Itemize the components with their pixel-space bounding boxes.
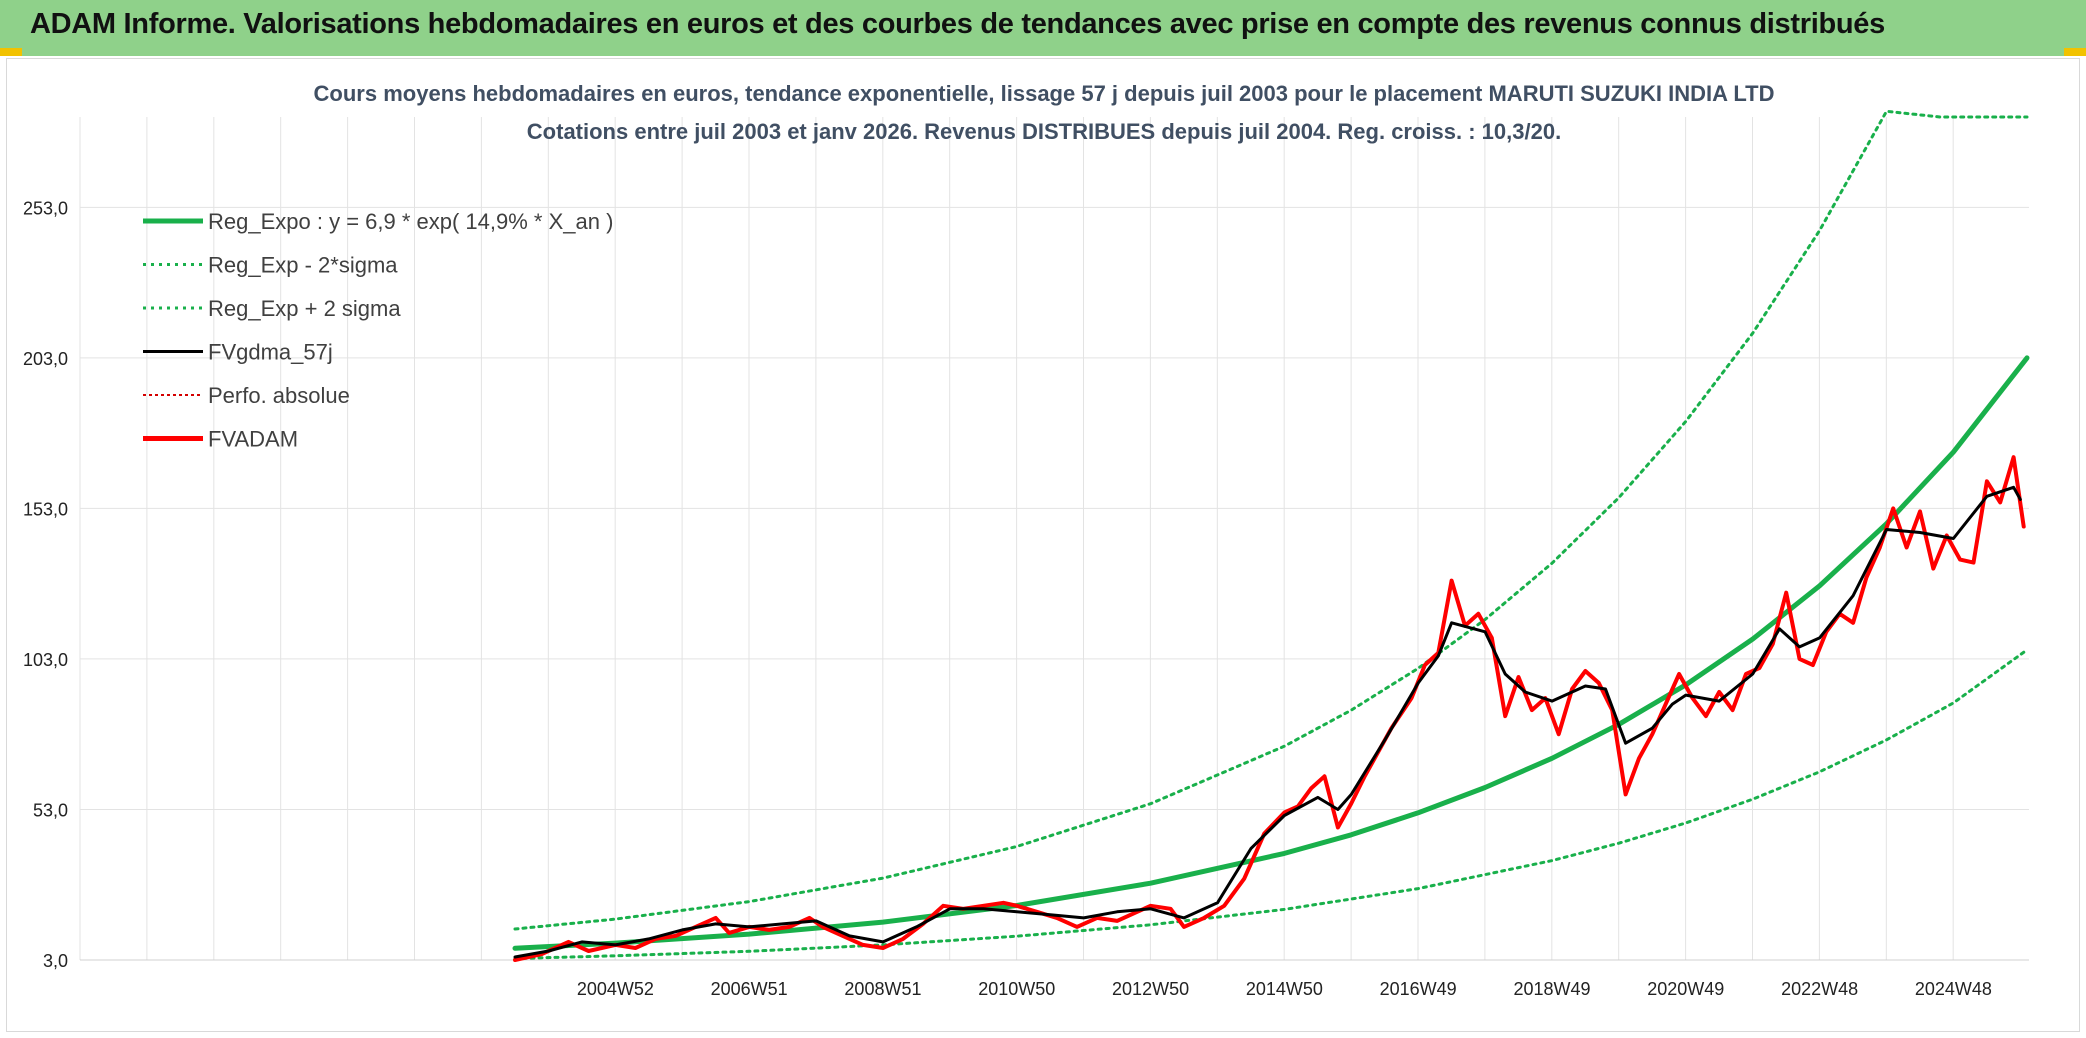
series-line-0 bbox=[512, 355, 2030, 951]
y-tick-label: 103,0 bbox=[23, 650, 68, 670]
chart-area: 3,0 53,0 103,0 153,0 203,0 253,0 2004W52 2006W5… bbox=[6, 58, 2080, 1032]
legend-label: FVADAM bbox=[208, 427, 298, 452]
legend-label: Reg_Exp + 2 sigma bbox=[208, 296, 401, 321]
x-tick-label: 2014W50 bbox=[1246, 979, 1323, 999]
x-tick-label: 2024W48 bbox=[1915, 979, 1992, 999]
legend-layer: Reg_Expo : y = 6,9 * exp( 14,9% * X_an )… bbox=[143, 209, 613, 452]
y-tick-label: 153,0 bbox=[23, 499, 68, 519]
legend-label: Reg_Exp - 2*sigma bbox=[208, 253, 398, 278]
report-banner: ADAM Informe. Valorisations hebdomadaire… bbox=[0, 0, 2086, 56]
x-tick-label: 2012W50 bbox=[1112, 979, 1189, 999]
x-tick-label: 2010W50 bbox=[978, 979, 1055, 999]
series-layer bbox=[512, 109, 2030, 962]
chart-svg: 3,0 53,0 103,0 153,0 203,0 253,0 2004W52 2006W5… bbox=[23, 81, 2030, 999]
x-tick-label: 2006W51 bbox=[711, 979, 788, 999]
y-tick-label: 3,0 bbox=[43, 951, 68, 971]
x-tick-label: 2004W52 bbox=[577, 979, 654, 999]
x-tick-label: 2020W49 bbox=[1647, 979, 1724, 999]
y-tick-label: 53,0 bbox=[33, 800, 68, 820]
legend-label: Perfo. absolue bbox=[208, 383, 350, 408]
legend-label: FVgdma_57j bbox=[208, 340, 333, 365]
report-title: ADAM Informe. Valorisations hebdomadaire… bbox=[30, 8, 1885, 40]
chart-title: Cours moyens hebdomadaires en euros, ten… bbox=[314, 81, 1775, 106]
y-tick-label: 203,0 bbox=[23, 349, 68, 369]
y-tick-label: 253,0 bbox=[23, 198, 68, 218]
grid-layer bbox=[79, 117, 2029, 961]
axis-layer: 3,0 53,0 103,0 153,0 203,0 253,0 2004W52 2006W5… bbox=[23, 198, 2029, 999]
x-tick-label: 2008W51 bbox=[844, 979, 921, 999]
banner-corner-right bbox=[2064, 48, 2086, 56]
banner-corner-left bbox=[0, 48, 22, 56]
legend-label: Reg_Expo : y = 6,9 * exp( 14,9% * X_an ) bbox=[208, 209, 613, 234]
x-tick-label: 2016W49 bbox=[1380, 979, 1457, 999]
x-tick-label: 2022W48 bbox=[1781, 979, 1858, 999]
chart-subtitle: Cotations entre juil 2003 et janv 2026. … bbox=[527, 119, 1561, 144]
series-line-5 bbox=[513, 455, 2026, 962]
x-tick-label: 2018W49 bbox=[1513, 979, 1590, 999]
series-line-1 bbox=[513, 648, 2029, 960]
series-line-3 bbox=[513, 485, 2022, 959]
series-line-2 bbox=[513, 109, 2029, 931]
